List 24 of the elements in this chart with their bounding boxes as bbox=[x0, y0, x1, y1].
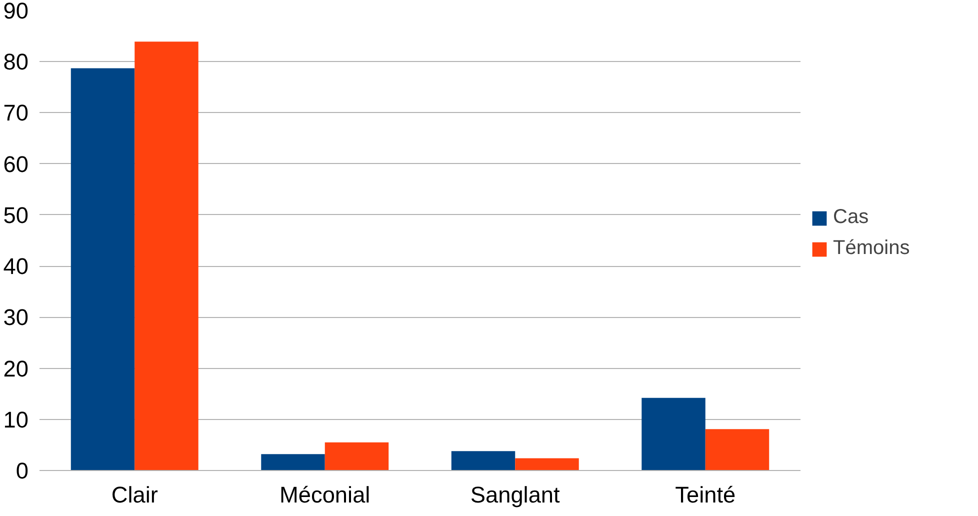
y-tick-label: 70 bbox=[3, 100, 28, 126]
y-tick-label: 0 bbox=[16, 458, 29, 484]
legend-label: Cas bbox=[833, 206, 869, 229]
y-tick-label: 10 bbox=[3, 406, 28, 432]
y-tick-label: 80 bbox=[3, 48, 28, 75]
bar bbox=[705, 429, 770, 470]
y-tick-label: 30 bbox=[3, 304, 28, 330]
y-tick-label: 50 bbox=[3, 202, 28, 228]
x-tick-label: Méconial bbox=[280, 482, 370, 508]
bar bbox=[70, 68, 135, 470]
y-tick-label: 90 bbox=[3, 0, 28, 24]
bar bbox=[134, 42, 198, 470]
bar bbox=[261, 454, 325, 470]
x-tick-label: Clair bbox=[111, 482, 158, 508]
x-tick-label: Teinté bbox=[675, 482, 736, 508]
y-tick-label: 20 bbox=[3, 355, 28, 382]
y-tick-label: 60 bbox=[3, 150, 28, 177]
legend-label: Témoins bbox=[833, 237, 910, 260]
x-tick-label: Sanglant bbox=[470, 482, 561, 508]
bar bbox=[642, 398, 706, 470]
bar bbox=[324, 442, 389, 470]
y-tick-label: 40 bbox=[3, 253, 28, 280]
bar bbox=[515, 458, 579, 470]
bar bbox=[451, 451, 516, 470]
